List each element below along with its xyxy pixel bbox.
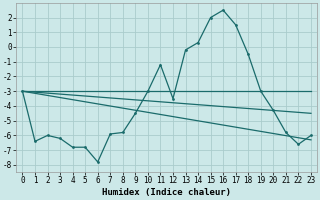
- X-axis label: Humidex (Indice chaleur): Humidex (Indice chaleur): [102, 188, 231, 197]
